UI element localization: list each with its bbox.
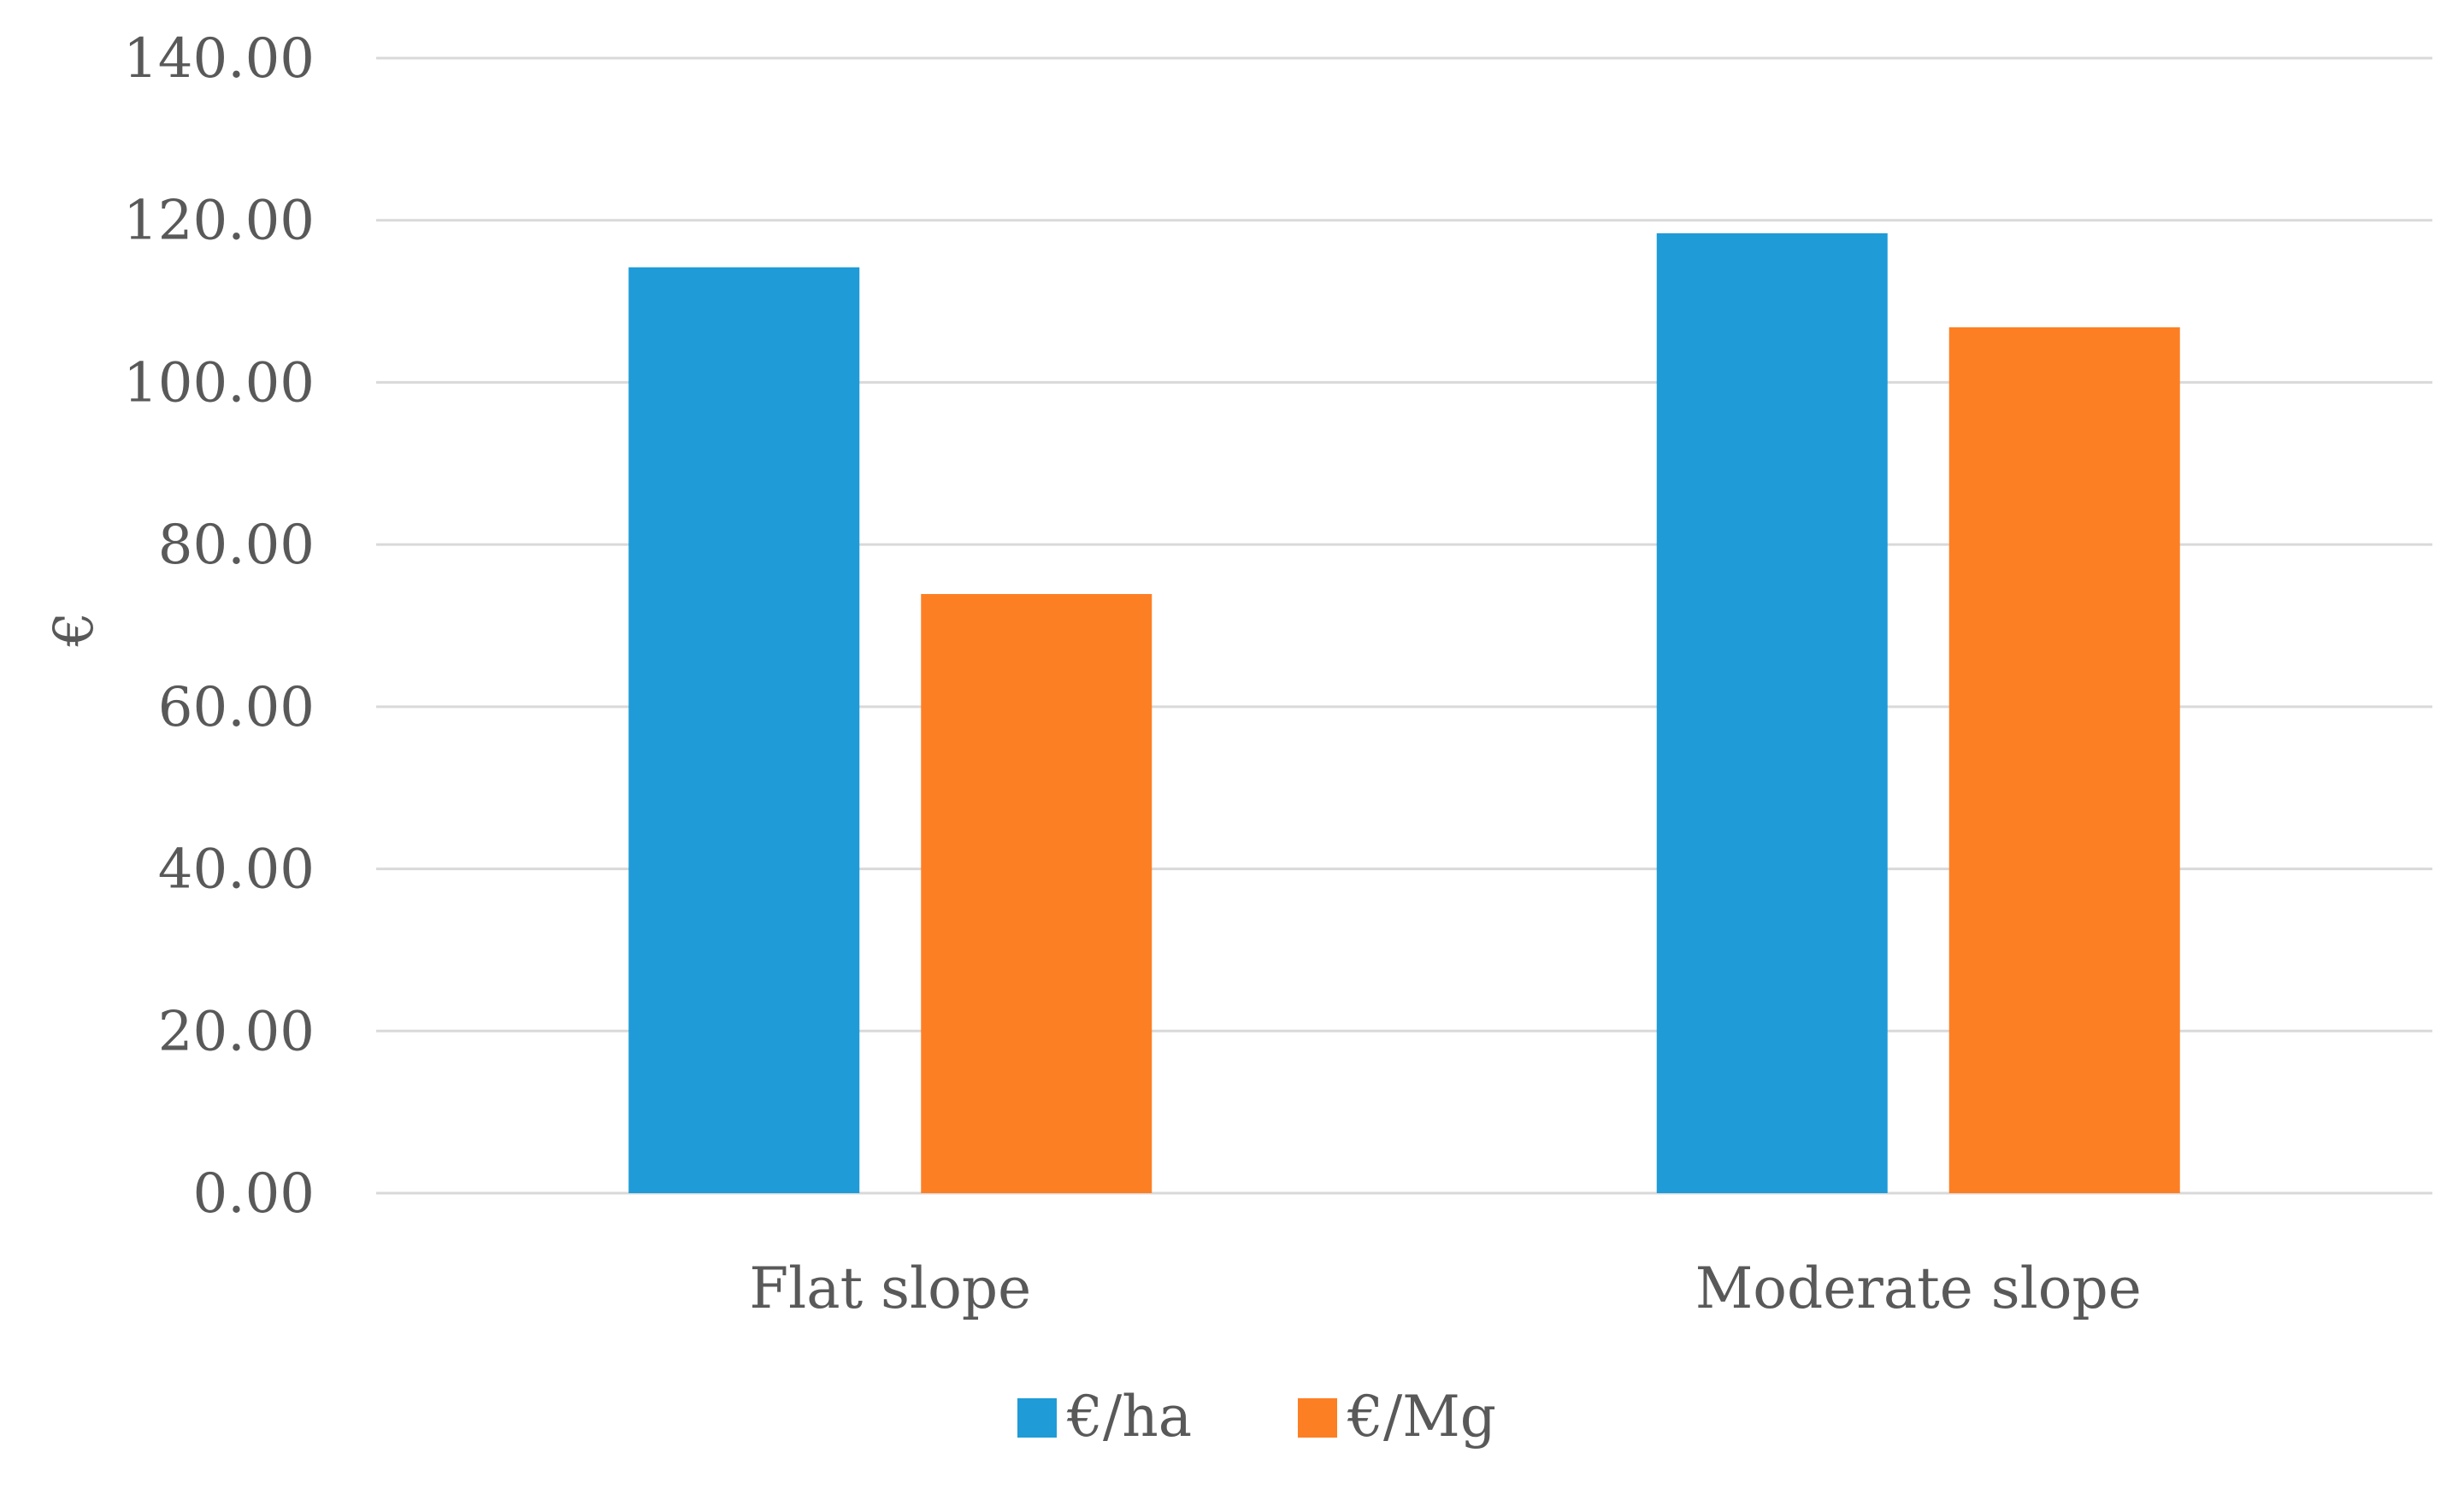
y-tick-label: 80.00	[158, 514, 315, 577]
bar-€/ha-flat-slope	[628, 267, 860, 1193]
y-tick-label: 100.00	[123, 351, 315, 415]
y-tick-label: 60.00	[158, 676, 315, 739]
bar-€/ha-moderate-slope	[1656, 232, 1888, 1194]
legend-swatch	[1298, 1398, 1337, 1438]
y-tick-label: 120.00	[123, 190, 315, 253]
x-category-label: Moderate slope	[1695, 1256, 2142, 1321]
legend-label: €/ha	[1066, 1384, 1192, 1450]
y-tick-label: 20.00	[158, 1000, 315, 1063]
x-category-label: Flat slope	[749, 1256, 1031, 1321]
bars	[628, 232, 2180, 1194]
y-axis-tick-labels: 0.00 20.00 40.00 60.00 80.00 100.00 120.00 140.…	[123, 27, 315, 1226]
legend: €/ha €/Mg	[1017, 1384, 1496, 1450]
y-tick-label: 0.00	[193, 1162, 315, 1226]
y-tick-label: 40.00	[158, 838, 315, 902]
bar-€/Mg-moderate-slope	[1948, 326, 2180, 1193]
legend-label: €/Mg	[1347, 1384, 1496, 1450]
y-tick-label: 140.00	[123, 27, 315, 91]
x-axis-category-labels: Flat slope Moderate slope	[749, 1256, 2141, 1321]
y-axis-title: €	[43, 612, 106, 648]
bar-€/Mg-flat-slope	[921, 594, 1152, 1193]
legend-swatch	[1017, 1398, 1057, 1438]
